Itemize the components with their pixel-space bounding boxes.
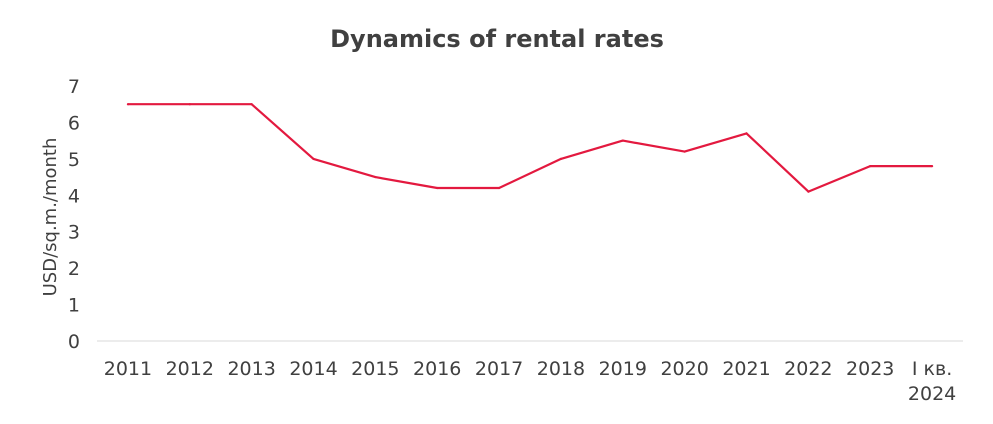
y-axis-ticks: 0 1 2 3 4 5 6 7	[68, 76, 80, 353]
data-point	[374, 175, 377, 179]
data-point	[126, 103, 130, 106]
x-tick-label: 2013	[227, 358, 275, 380]
data-point	[869, 165, 872, 168]
x-tick-label: 2017	[475, 358, 523, 380]
data-point	[930, 165, 934, 168]
data-point	[807, 190, 810, 193]
data-point	[497, 186, 501, 190]
y-tick-label: 2	[68, 258, 80, 280]
data-point	[745, 132, 748, 135]
data-point	[312, 157, 315, 160]
y-tick-label: 5	[68, 149, 80, 171]
chart-title: Dynamics of rental rates	[330, 25, 664, 53]
y-axis-label: USD/sq.m./month	[40, 138, 61, 297]
x-tick-label: 2016	[413, 358, 461, 380]
x-tick-label: 2011	[104, 358, 152, 380]
x-tick-label: 2014	[289, 358, 337, 380]
x-tick-label: 2012	[166, 358, 214, 380]
x-tick-label: 2019	[599, 358, 647, 380]
data-point	[683, 150, 686, 153]
data-point	[188, 103, 191, 106]
y-tick-label: 6	[68, 112, 80, 134]
y-tick-label: 7	[68, 76, 80, 98]
data-point	[436, 186, 439, 190]
data-point	[621, 139, 624, 142]
x-tick-label: 2018	[537, 358, 585, 380]
y-tick-label: 3	[68, 222, 80, 244]
y-tick-label: 4	[68, 185, 80, 207]
y-tick-label: 0	[68, 331, 80, 353]
x-tick-label: I кв. 2024	[908, 358, 956, 405]
x-tick-label: 2021	[722, 358, 770, 380]
data-point	[250, 103, 253, 106]
x-tick-label: 2022	[784, 358, 832, 380]
series-layer	[126, 103, 934, 193]
x-axis-ticks: 2011 2012 2013 2014 2015 2016 2017 2018 2019 2020…	[104, 358, 957, 405]
series-line	[127, 103, 933, 193]
data-point	[559, 157, 563, 160]
x-tick-label: 2015	[351, 358, 399, 380]
y-tick-label: 1	[68, 295, 80, 317]
x-tick-label: 2023	[846, 358, 894, 380]
x-tick-label: 2020	[660, 358, 708, 380]
